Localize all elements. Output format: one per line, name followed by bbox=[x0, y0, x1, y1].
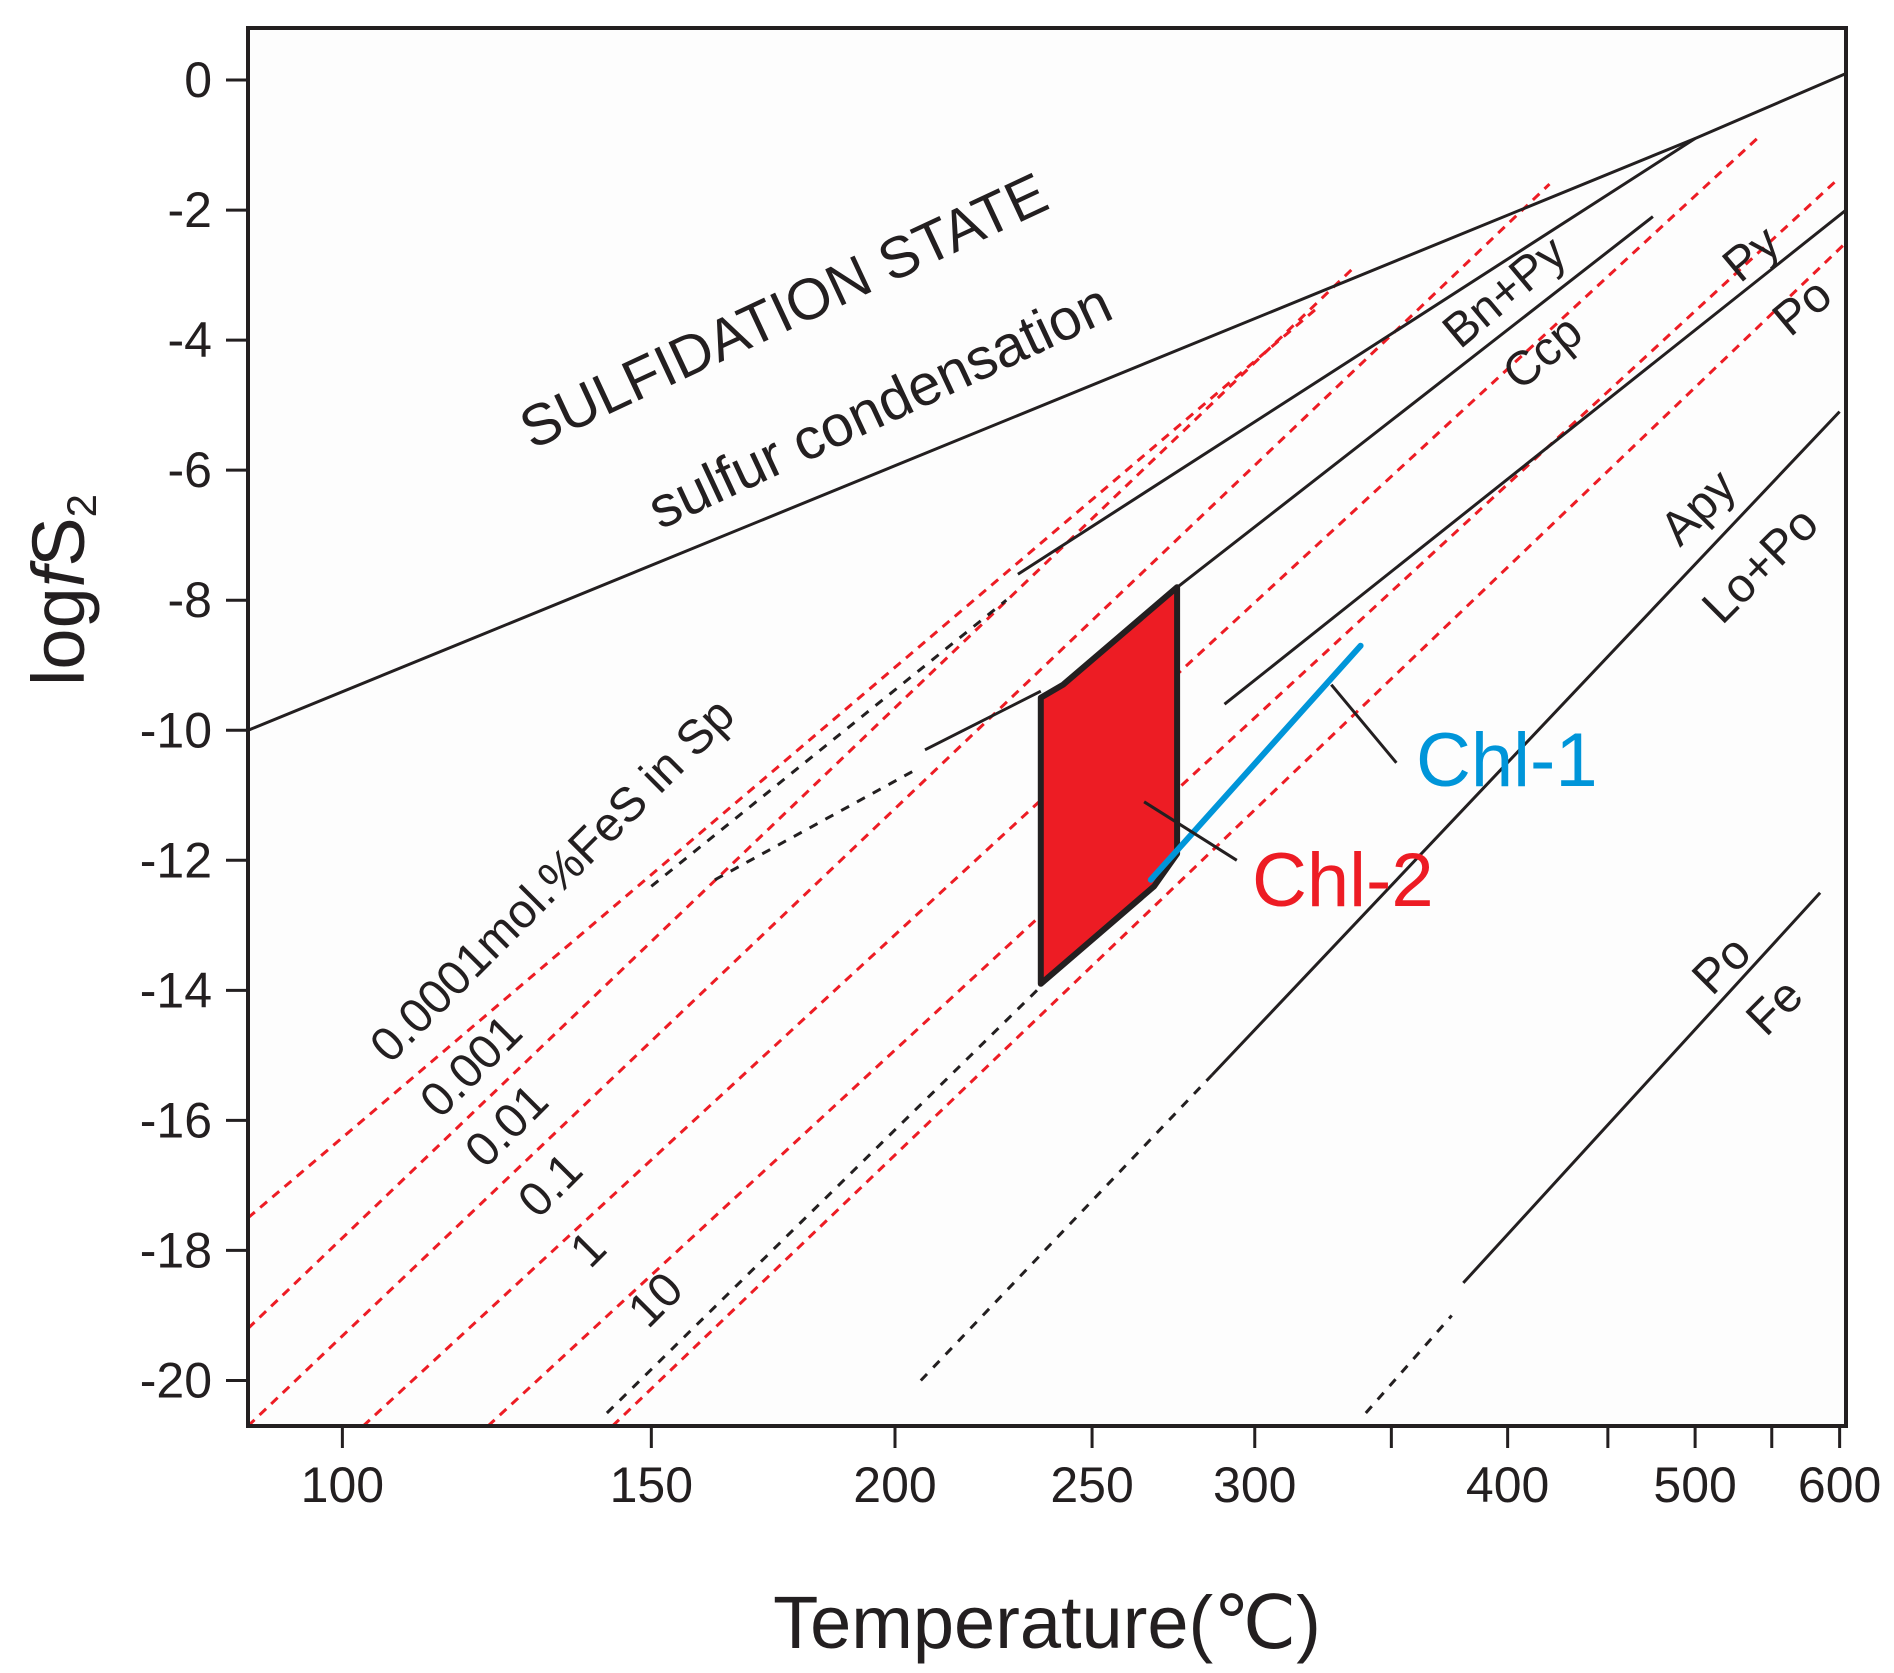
y-axis-title: logfS2 bbox=[17, 494, 105, 686]
x-tick-label-300: 300 bbox=[1213, 1457, 1296, 1513]
y-tick-label-7: -14 bbox=[140, 962, 212, 1018]
y-axis-title-s: S bbox=[17, 517, 100, 566]
fes-isopleth-5 bbox=[611, 241, 1848, 1428]
y-axis-title-subscript: 2 bbox=[58, 494, 105, 517]
x-tick-label-600: 600 bbox=[1798, 1457, 1881, 1513]
fes-isopleth-0 bbox=[247, 306, 1319, 1220]
buffer-line-2 bbox=[1159, 215, 1654, 602]
buffer-line-8 bbox=[1364, 1314, 1453, 1414]
x-tick-label-400: 400 bbox=[1466, 1457, 1549, 1513]
y-tick-label-10: -20 bbox=[140, 1352, 212, 1408]
segment-chl1 bbox=[1147, 642, 1364, 883]
buffer-line-5 bbox=[1211, 410, 1841, 1076]
buffer-line-7 bbox=[1462, 891, 1822, 1284]
y-tick-label-3: -6 bbox=[168, 442, 212, 498]
buffer-line-1 bbox=[1017, 137, 1696, 576]
fes-isopleth-2 bbox=[246, 183, 1551, 1428]
leader-line-1 bbox=[1143, 800, 1238, 862]
y-tick-label-6: -12 bbox=[140, 832, 212, 888]
buffer-line-3 bbox=[1223, 208, 1847, 706]
leader-line-0 bbox=[1330, 683, 1398, 764]
x-axis-title: Temperature(℃) bbox=[773, 1581, 1321, 1664]
chl1-label: Chl-1 bbox=[1416, 718, 1598, 803]
y-tick-label-2: -4 bbox=[168, 312, 212, 368]
x-tick-label-250: 250 bbox=[1050, 1457, 1133, 1513]
buffer-line-10 bbox=[714, 767, 918, 882]
y-tick-label-8: -16 bbox=[140, 1092, 212, 1148]
axis-ticks: 100 150 200 250 300 400 500 600 0 -2 -4 -6 -8 -10 -12 -… bbox=[140, 52, 1882, 1513]
x-tick-label-200: 200 bbox=[853, 1457, 936, 1513]
x-tick-label-150: 150 bbox=[610, 1457, 693, 1513]
buffer-lines bbox=[247, 72, 1847, 1415]
x-tick-label-500: 500 bbox=[1653, 1457, 1736, 1513]
segments bbox=[1143, 642, 1398, 883]
chl2-label: Chl-2 bbox=[1252, 838, 1434, 923]
plot-frame bbox=[246, 26, 1848, 1428]
y-tick-label-0: 0 bbox=[184, 52, 212, 108]
y-axis-title-log: log bbox=[17, 587, 100, 686]
buffer-line-9 bbox=[650, 599, 1008, 888]
x-tick-label-100: 100 bbox=[301, 1457, 384, 1513]
y-tick-label-1: -2 bbox=[168, 182, 212, 238]
y-tick-label-9: -18 bbox=[140, 1222, 212, 1278]
y-tick-label-4: -8 bbox=[168, 572, 212, 628]
buffer-line-4 bbox=[924, 689, 1042, 752]
y-tick-label-5: -10 bbox=[140, 702, 212, 758]
